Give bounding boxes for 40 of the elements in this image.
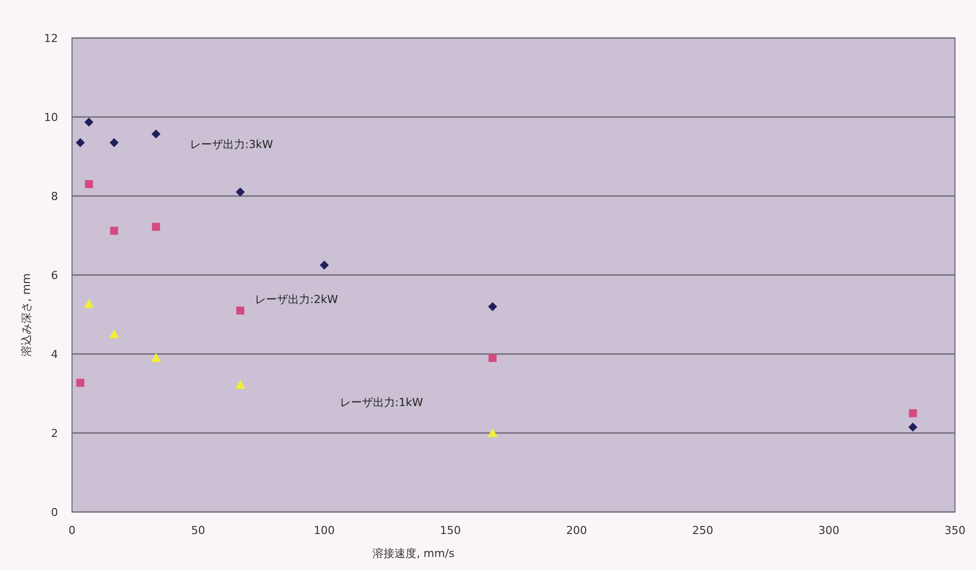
point xyxy=(84,298,94,308)
point xyxy=(84,118,94,127)
x-tick-label: 100 xyxy=(314,524,335,537)
y-tick-label: 4 xyxy=(51,348,58,361)
y-tick-label: 8 xyxy=(51,190,58,203)
annotation: レーザ出力:3kW xyxy=(190,138,274,151)
x-tick-label: 150 xyxy=(440,524,461,537)
point xyxy=(236,188,245,197)
y-axis-title: 溶込み深さ, mm xyxy=(20,273,33,357)
point xyxy=(908,409,917,418)
y-tick-label: 2 xyxy=(51,427,58,440)
x-axis-title: 溶接速度, mm/s xyxy=(372,547,455,560)
point xyxy=(488,428,498,437)
x-tick-label: 250 xyxy=(692,524,714,537)
point xyxy=(76,378,84,387)
x-tick-label: 50 xyxy=(191,524,206,537)
point xyxy=(236,306,244,315)
point xyxy=(488,354,497,362)
y-tick-label: 6 xyxy=(51,269,58,282)
point xyxy=(110,138,119,148)
y-tick-label: 0 xyxy=(51,506,58,519)
point xyxy=(152,129,161,138)
point xyxy=(908,422,918,432)
point xyxy=(76,138,85,148)
point xyxy=(152,222,160,231)
point xyxy=(84,180,93,188)
x-tick-label: 350 xyxy=(944,524,966,537)
point xyxy=(320,260,329,270)
point xyxy=(109,329,120,338)
point xyxy=(151,352,162,362)
annotation: レーザ出力:2kW xyxy=(255,293,338,306)
x-tick-label: 300 xyxy=(818,524,840,537)
x-tick-label: 200 xyxy=(566,524,588,537)
point xyxy=(110,226,118,235)
y-tick-label: 12 xyxy=(44,32,58,45)
y-tick-label: 10 xyxy=(44,111,58,124)
point xyxy=(488,302,498,312)
point xyxy=(235,380,246,389)
annotation: レーザ出力:1kW xyxy=(340,396,424,409)
x-tick-label: 0 xyxy=(68,524,76,537)
